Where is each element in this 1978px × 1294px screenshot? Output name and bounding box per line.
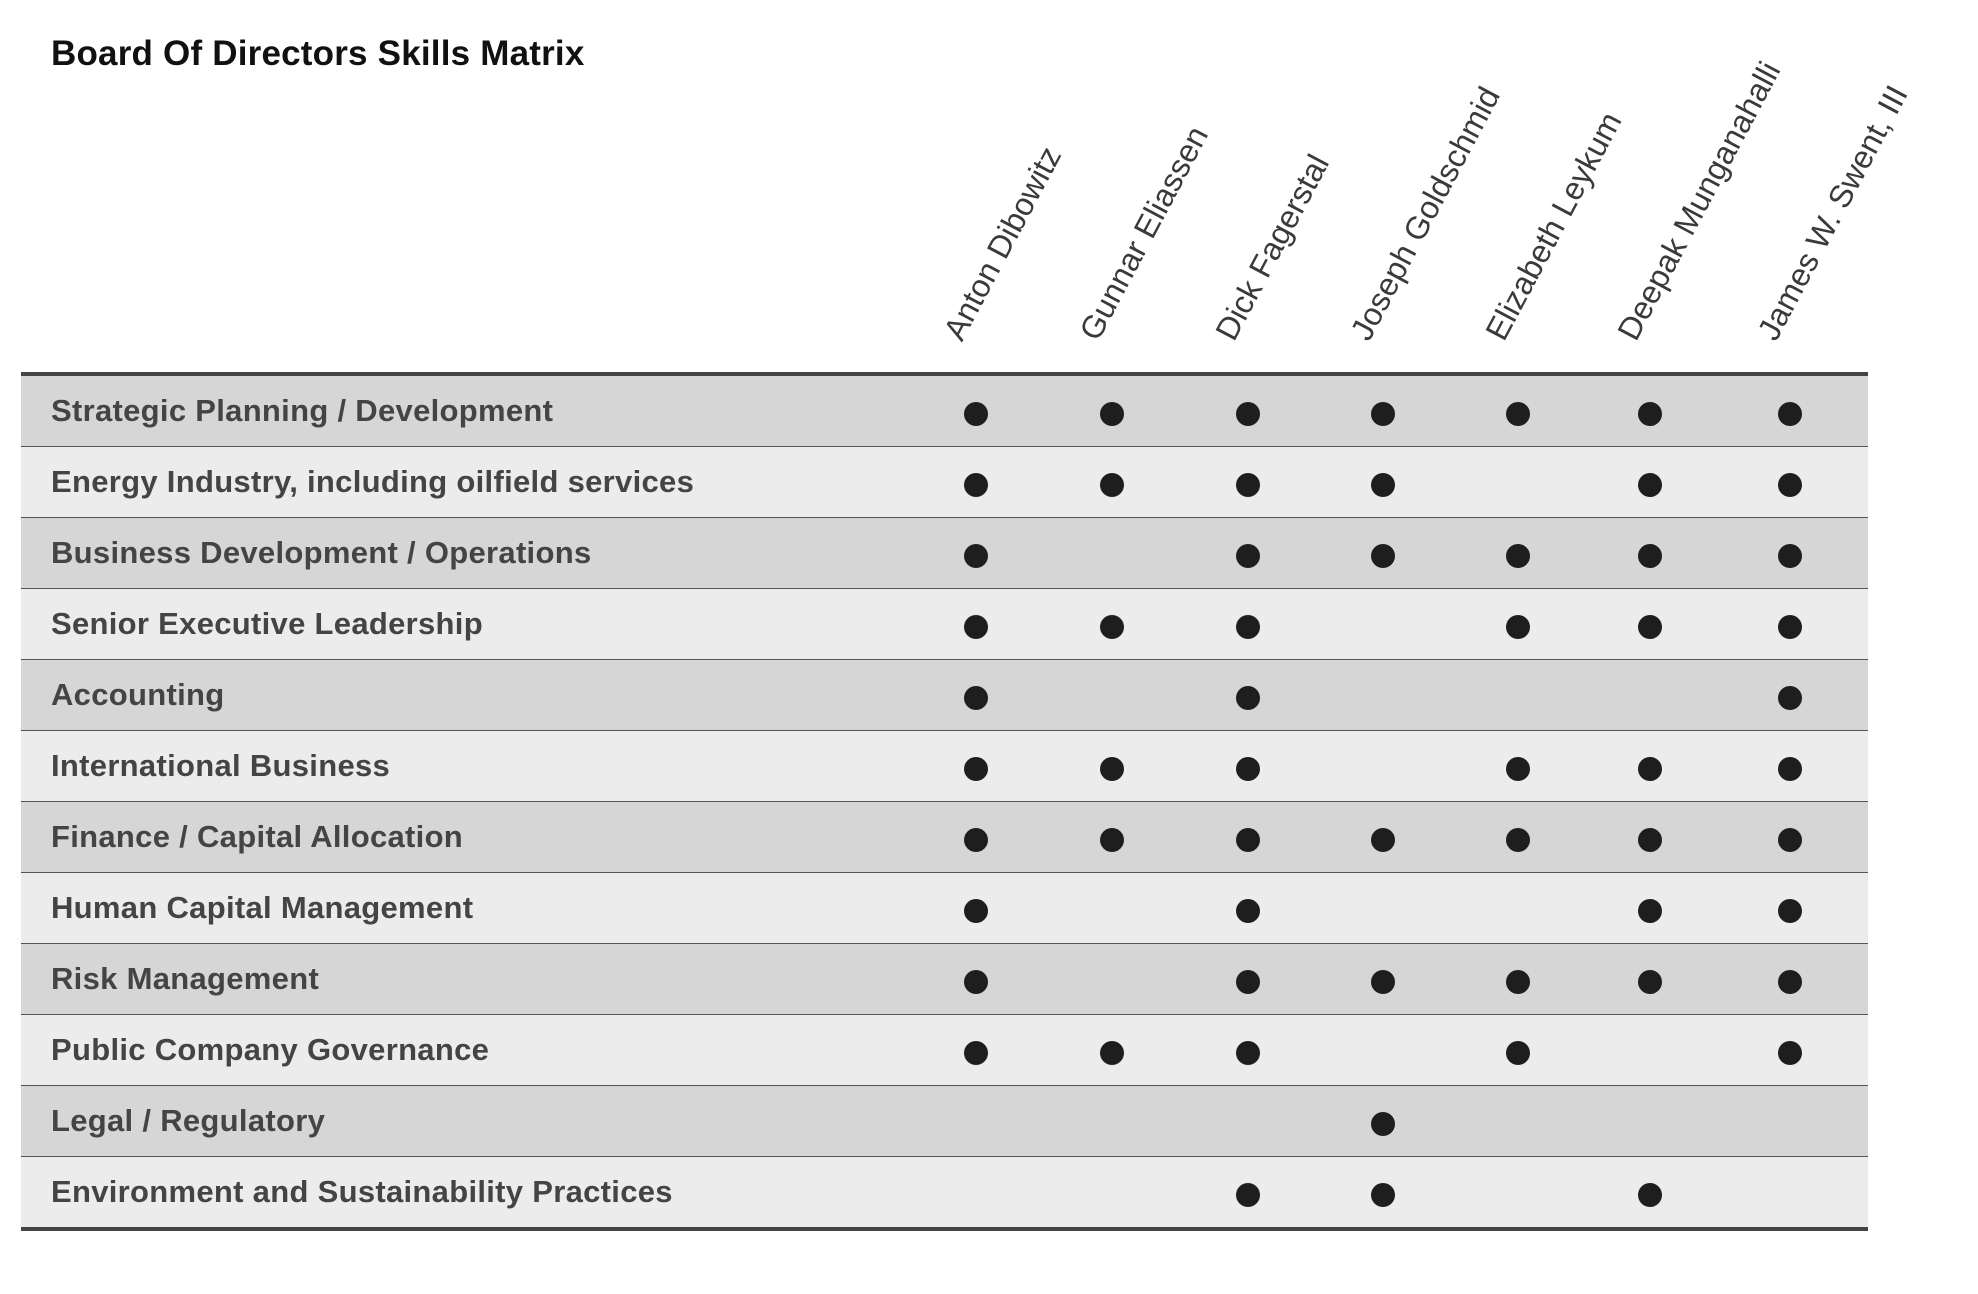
- skill-dot: [1506, 615, 1530, 639]
- table-row: Risk Management: [21, 944, 1868, 1015]
- skill-label: International Business: [51, 748, 391, 783]
- skill-dot: [1236, 1041, 1260, 1065]
- skill-dot: [964, 828, 988, 852]
- skill-dot: [1236, 1183, 1260, 1207]
- skill-dot: [964, 757, 988, 781]
- director-name: James W. Swent, III: [1749, 79, 1915, 346]
- skill-dot: [1100, 757, 1124, 781]
- skill-dot: [1638, 757, 1662, 781]
- table-row: Energy Industry, including oilfield serv…: [21, 447, 1868, 518]
- skill-dot: [1371, 828, 1395, 852]
- skill-label: Strategic Planning / Development: [51, 393, 554, 428]
- skill-dot: [1638, 402, 1662, 426]
- skill-dot: [1638, 544, 1662, 568]
- skill-label: Legal / Regulatory: [51, 1103, 326, 1138]
- skill-dot: [1236, 402, 1260, 426]
- skill-dot: [1371, 544, 1395, 568]
- skill-dot: [1778, 828, 1802, 852]
- skills-matrix-table: Strategic Planning / Development Energy I…: [21, 372, 1868, 1231]
- table-row: Finance / Capital Allocation: [21, 802, 1868, 873]
- skill-dot: [964, 899, 988, 923]
- table-row: International Business: [21, 731, 1868, 802]
- skill-dot: [964, 615, 988, 639]
- skill-label: Risk Management: [51, 961, 320, 996]
- skill-dot: [1236, 686, 1260, 710]
- skill-dot: [1236, 615, 1260, 639]
- skill-dot: [1371, 1183, 1395, 1207]
- skill-dot: [964, 544, 988, 568]
- skill-dot: [964, 402, 988, 426]
- director-name: Deepak Munganahalli: [1609, 55, 1788, 346]
- skill-dot: [1778, 544, 1802, 568]
- skill-dot: [1778, 473, 1802, 497]
- skill-dot: [1638, 615, 1662, 639]
- skill-dot: [1236, 899, 1260, 923]
- skill-dot: [1236, 757, 1260, 781]
- skill-dot: [1506, 544, 1530, 568]
- table-row: Environment and Sustainability Practices: [21, 1157, 1868, 1227]
- skill-dot: [1778, 686, 1802, 710]
- skill-dot: [1100, 473, 1124, 497]
- skill-dot: [1778, 1041, 1802, 1065]
- table-row: Business Development / Operations: [21, 518, 1868, 589]
- skill-dot: [1778, 970, 1802, 994]
- skill-dot: [964, 970, 988, 994]
- skill-label: Environment and Sustainability Practices: [51, 1174, 673, 1209]
- table-row: Public Company Governance: [21, 1015, 1868, 1086]
- skill-label: Public Company Governance: [51, 1032, 490, 1067]
- skill-dot: [1236, 970, 1260, 994]
- skill-dot: [1778, 402, 1802, 426]
- skill-dot: [1100, 828, 1124, 852]
- skill-dot: [1638, 828, 1662, 852]
- skill-dot: [1100, 1041, 1124, 1065]
- skill-dot: [1100, 402, 1124, 426]
- skill-dot: [1236, 544, 1260, 568]
- skill-dot: [964, 686, 988, 710]
- skill-dot: [1638, 899, 1662, 923]
- skill-dot: [1371, 970, 1395, 994]
- skill-dot: [1506, 757, 1530, 781]
- skill-dot: [1506, 970, 1530, 994]
- table-row: Legal / Regulatory: [21, 1086, 1868, 1157]
- skill-label: Energy Industry, including oilfield serv…: [51, 464, 695, 499]
- skill-dot: [1778, 899, 1802, 923]
- director-name: Gunnar Eliassen: [1071, 120, 1215, 346]
- page-title: Board Of Directors Skills Matrix: [51, 34, 585, 73]
- skill-dot: [964, 473, 988, 497]
- skill-dot: [1371, 1112, 1395, 1136]
- skill-dot: [1778, 757, 1802, 781]
- skill-dot: [1638, 970, 1662, 994]
- skill-label: Human Capital Management: [51, 890, 474, 925]
- skill-dot: [1371, 473, 1395, 497]
- skill-dot: [964, 1041, 988, 1065]
- table-row: Strategic Planning / Development: [21, 376, 1868, 447]
- skill-dot: [1506, 402, 1530, 426]
- skill-dot: [1100, 615, 1124, 639]
- skill-label: Senior Executive Leadership: [51, 606, 483, 641]
- skill-label: Business Development / Operations: [51, 535, 592, 570]
- director-name: Dick Fagerstal: [1207, 148, 1336, 346]
- skill-label: Finance / Capital Allocation: [51, 819, 464, 854]
- skill-dot: [1506, 828, 1530, 852]
- skill-dot: [1778, 615, 1802, 639]
- skill-dot: [1236, 473, 1260, 497]
- director-name: Elizabeth Leykum: [1477, 106, 1629, 346]
- director-name: Anton Dibowitz: [935, 140, 1068, 346]
- director-name: Joseph Goldschmid: [1342, 80, 1507, 346]
- table-row: Senior Executive Leadership: [21, 589, 1868, 660]
- table-row: Human Capital Management: [21, 873, 1868, 944]
- skill-dot: [1506, 1041, 1530, 1065]
- skill-dot: [1236, 828, 1260, 852]
- skill-dot: [1638, 1183, 1662, 1207]
- skill-dot: [1638, 473, 1662, 497]
- skill-label: Accounting: [51, 677, 225, 712]
- table-row: Accounting: [21, 660, 1868, 731]
- skill-dot: [1371, 402, 1395, 426]
